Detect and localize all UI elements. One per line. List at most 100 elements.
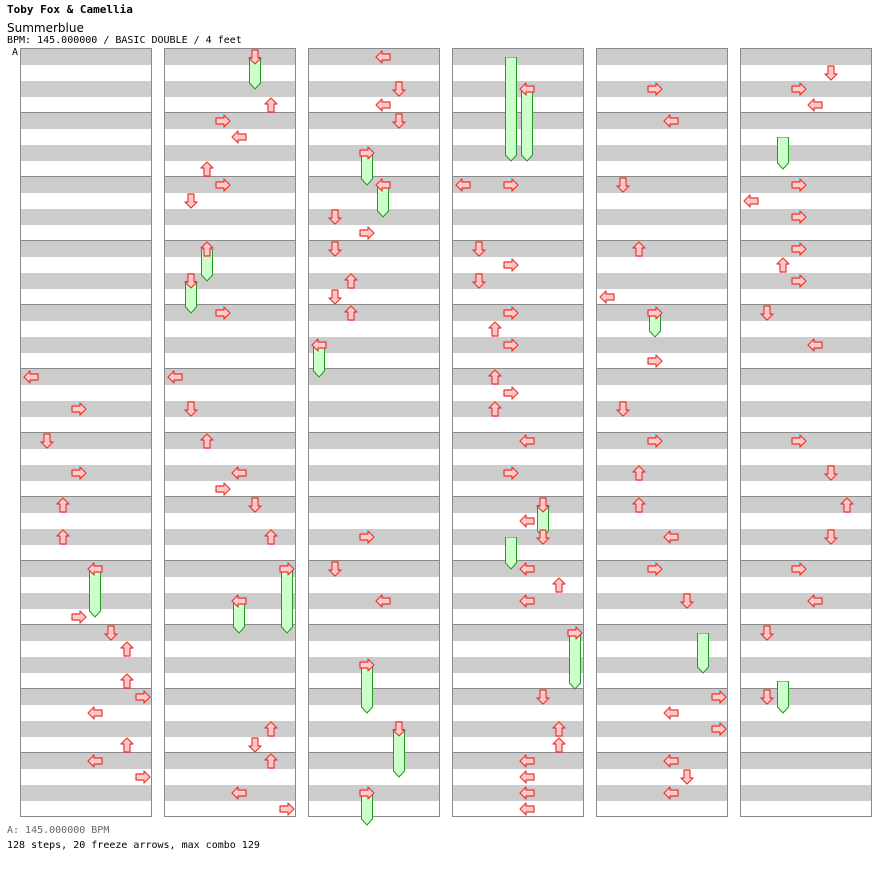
measure-line [165, 240, 295, 241]
step-arrow-right [791, 82, 807, 96]
beat-stripe [21, 273, 151, 289]
step-arrow-right [503, 338, 519, 352]
step-arrow-right [711, 722, 727, 736]
step-statistics: 128 steps, 20 freeze arrows, max combo 1… [7, 840, 260, 851]
step-arrow-down [824, 529, 838, 545]
step-arrow-down [392, 721, 406, 737]
beat-stripe [21, 721, 151, 737]
step-arrow-left [455, 178, 471, 192]
beat-stripe [309, 753, 439, 769]
step-arrow-left [231, 786, 247, 800]
measure-line [453, 560, 583, 561]
measure-line [741, 304, 871, 305]
step-arrow-up [488, 369, 502, 385]
step-arrow-left [375, 98, 391, 112]
measure-line [741, 176, 871, 177]
step-arrow-down [760, 305, 774, 321]
step-arrow-up [488, 321, 502, 337]
measure-line [453, 624, 583, 625]
step-arrow-down [760, 625, 774, 641]
beat-stripe [21, 753, 151, 769]
chart-column-1 [20, 48, 152, 817]
step-arrow-right [135, 690, 151, 704]
freeze-arrow-right [569, 633, 581, 690]
beat-stripe [309, 177, 439, 193]
step-arrow-up [56, 529, 70, 545]
step-arrow-left [519, 802, 535, 816]
step-arrow-down [248, 737, 262, 753]
beat-stripe [165, 721, 295, 737]
measure-line [165, 624, 295, 625]
step-arrow-down [184, 401, 198, 417]
step-arrow-right [647, 434, 663, 448]
beat-stripe [309, 433, 439, 449]
step-arrow-up [120, 737, 134, 753]
beat-stripe [741, 785, 871, 801]
beat-stripe [597, 273, 727, 289]
beat-stripe [309, 369, 439, 385]
beat-stripe [453, 113, 583, 129]
step-arrow-left [807, 98, 823, 112]
beat-stripe [309, 337, 439, 353]
beat-stripe [165, 561, 295, 577]
step-arrow-right [647, 82, 663, 96]
song-title: Summerblue [7, 21, 84, 35]
beat-stripe [597, 145, 727, 161]
step-arrow-up [264, 753, 278, 769]
freeze-arrow-left [89, 569, 101, 618]
step-arrow-up [120, 673, 134, 689]
beat-stripe [309, 625, 439, 641]
freeze-arrow-left [521, 89, 533, 162]
measure-line [597, 112, 727, 113]
step-arrow-left [87, 754, 103, 768]
beat-stripe [165, 689, 295, 705]
chart-column-4 [452, 48, 584, 817]
beat-stripe [21, 209, 151, 225]
beat-stripe [165, 337, 295, 353]
step-arrow-left [663, 114, 679, 128]
beat-stripe [741, 401, 871, 417]
freeze-arrow-right [505, 537, 517, 570]
step-arrow-right [503, 466, 519, 480]
beat-stripe [597, 721, 727, 737]
freeze-arrow-up [777, 137, 789, 170]
measure-line [309, 624, 439, 625]
step-arrow-left [663, 754, 679, 768]
beat-stripe [453, 273, 583, 289]
beat-stripe [453, 497, 583, 513]
step-arrow-down [104, 625, 118, 641]
step-arrow-left [519, 754, 535, 768]
beat-stripe [741, 593, 871, 609]
step-arrow-right [503, 178, 519, 192]
measure-line [309, 432, 439, 433]
freeze-arrow-left [377, 185, 389, 218]
beat-stripe [21, 369, 151, 385]
beat-stripe [309, 401, 439, 417]
beat-stripe [453, 49, 583, 65]
freeze-arrow-left [313, 345, 325, 378]
measure-line [741, 752, 871, 753]
beat-stripe [21, 561, 151, 577]
beat-stripe [453, 81, 583, 97]
step-arrow-left [599, 290, 615, 304]
step-arrow-up [632, 241, 646, 257]
step-arrow-down [472, 273, 486, 289]
measure-line [21, 752, 151, 753]
beat-stripe [453, 689, 583, 705]
beat-stripe [453, 625, 583, 641]
beat-stripe [597, 689, 727, 705]
beat-stripe [165, 49, 295, 65]
beat-stripe [165, 753, 295, 769]
beat-stripe [453, 721, 583, 737]
step-arrow-up [344, 273, 358, 289]
step-arrow-up [200, 161, 214, 177]
step-arrow-up [632, 465, 646, 481]
step-arrow-down [328, 289, 342, 305]
beat-stripe [165, 273, 295, 289]
freeze-arrow-right [361, 665, 373, 714]
beat-stripe [597, 657, 727, 673]
beat-stripe [453, 145, 583, 161]
beat-stripe [453, 241, 583, 257]
step-arrow-left [375, 50, 391, 64]
measure-line [309, 688, 439, 689]
